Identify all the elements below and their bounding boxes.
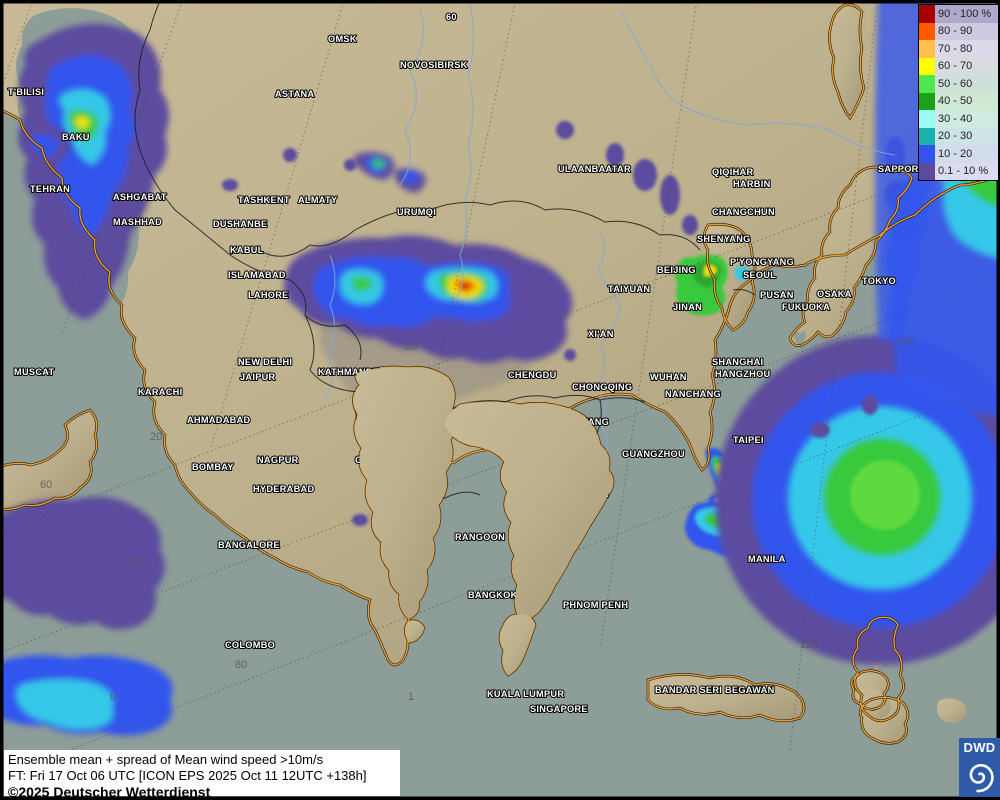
svg-text:ISLAMABAD: ISLAMABAD (228, 270, 286, 280)
svg-text:AHMADABAD: AHMADABAD (187, 415, 250, 425)
svg-text:KUALA LUMPUR: KUALA LUMPUR (487, 689, 564, 699)
svg-text:MANILA: MANILA (748, 554, 786, 564)
svg-text:60: 60 (40, 479, 52, 491)
svg-text:BANGKOK: BANGKOK (468, 590, 518, 600)
svg-text:60: 60 (446, 12, 457, 22)
svg-text:SHENYANG: SHENYANG (697, 234, 751, 244)
svg-text:ULAANBAATAR: ULAANBAATAR (558, 164, 631, 174)
svg-text:NEW DELHI: NEW DELHI (238, 357, 292, 367)
svg-text:NANCHANG: NANCHANG (665, 389, 721, 399)
svg-text:GUANGZHOU: GUANGZHOU (622, 449, 685, 459)
svg-text:XI'AN: XI'AN (588, 329, 614, 339)
svg-text:TASHKENT: TASHKENT (238, 195, 290, 205)
svg-text:ALMATY: ALMATY (298, 195, 337, 205)
svg-text:RANGOON: RANGOON (455, 532, 505, 542)
svg-text:JAIPUR: JAIPUR (240, 372, 276, 382)
svg-text:OSAKA: OSAKA (817, 289, 852, 299)
svg-text:CHONGQING: CHONGQING (572, 382, 632, 392)
svg-text:QIQIHAR: QIQIHAR (712, 167, 753, 177)
svg-text:HARBIN: HARBIN (733, 179, 771, 189)
svg-text:1: 1 (408, 691, 414, 703)
svg-text:URUMQI: URUMQI (397, 207, 436, 217)
svg-text:TOKYO: TOKYO (862, 276, 896, 286)
svg-text:KABUL: KABUL (230, 245, 264, 255)
svg-text:HANGZHOU: HANGZHOU (715, 369, 771, 379)
svg-text:MUSCAT: MUSCAT (14, 367, 55, 377)
svg-text:CHENGDU: CHENGDU (508, 370, 557, 380)
svg-text:TEHRAN: TEHRAN (30, 184, 70, 194)
svg-text:BANGALORE: BANGALORE (218, 540, 280, 550)
svg-text:MASHHAD: MASHHAD (113, 217, 162, 227)
svg-text:KARACHI: KARACHI (138, 387, 182, 397)
svg-text:PUSAN: PUSAN (760, 290, 794, 300)
svg-text:BANDAR SERI BEGAWAN: BANDAR SERI BEGAWAN (655, 685, 775, 695)
svg-text:DUSHANBE: DUSHANBE (213, 219, 267, 229)
svg-text:NOVOSIBIRSK: NOVOSIBIRSK (400, 60, 468, 70)
svg-text:NAGPUR: NAGPUR (257, 455, 299, 465)
svg-text:20: 20 (150, 431, 162, 443)
svg-text:SHANGHAI: SHANGHAI (712, 357, 763, 367)
svg-text:T'BILISI: T'BILISI (8, 87, 44, 97)
svg-text:WUHAN: WUHAN (650, 372, 687, 382)
svg-text:BOMBAY: BOMBAY (192, 462, 234, 472)
svg-text:BAKU: BAKU (62, 132, 90, 142)
svg-text:HYDERABAD: HYDERABAD (253, 484, 314, 494)
svg-text:FUKUOKA: FUKUOKA (782, 302, 830, 312)
svg-text:ASHGABAT: ASHGABAT (113, 192, 167, 202)
svg-text:BEIJING: BEIJING (657, 265, 696, 275)
svg-text:120: 120 (800, 639, 818, 651)
svg-text:0: 0 (110, 691, 116, 703)
svg-text:80: 80 (235, 659, 247, 671)
svg-text:TAIYUAN: TAIYUAN (608, 284, 650, 294)
svg-text:30: 30 (405, 341, 417, 353)
svg-text:10: 10 (128, 556, 140, 568)
svg-text:OMSK: OMSK (328, 34, 357, 44)
svg-text:JINAN: JINAN (673, 302, 702, 312)
svg-text:COLOMBO: COLOMBO (225, 640, 275, 650)
svg-text:SEOUL: SEOUL (743, 270, 776, 280)
svg-text:140: 140 (895, 336, 913, 348)
svg-text:LAHORE: LAHORE (248, 290, 289, 300)
svg-text:P'YONGYANG: P'YONGYANG (730, 257, 794, 267)
svg-text:CHANGCHUN: CHANGCHUN (712, 207, 775, 217)
svg-text:TAIPEI: TAIPEI (733, 435, 764, 445)
svg-text:SINGAPORE: SINGAPORE (530, 704, 588, 714)
svg-text:ASTANA: ASTANA (275, 89, 314, 99)
svg-text:PHNOM PENH: PHNOM PENH (563, 600, 628, 610)
